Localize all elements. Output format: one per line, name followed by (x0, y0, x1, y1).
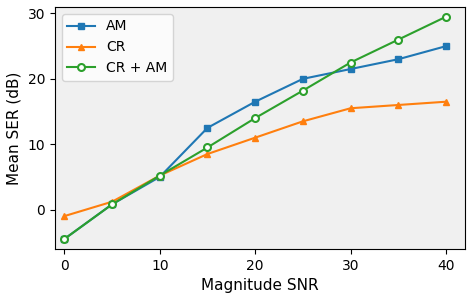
CR + AM (205, 146, 211, 149)
CR (157, 174, 163, 177)
Y-axis label: Mean SER (dB): Mean SER (dB) (7, 71, 22, 184)
Line: CR: CR (61, 98, 449, 220)
CR + AM (300, 89, 306, 92)
AM (109, 202, 115, 206)
CR + AM (157, 174, 163, 177)
CR + AM (443, 15, 449, 19)
AM (348, 67, 354, 71)
CR (205, 152, 211, 156)
AM (443, 44, 449, 48)
CR + AM (61, 237, 67, 241)
CR (396, 103, 401, 107)
CR + AM (109, 202, 115, 206)
AM (300, 77, 306, 81)
AM (205, 126, 211, 130)
CR + AM (396, 38, 401, 41)
Line: AM: AM (61, 43, 449, 242)
CR (109, 200, 115, 203)
CR (253, 136, 258, 140)
CR (443, 100, 449, 103)
AM (253, 100, 258, 103)
CR (300, 119, 306, 123)
CR + AM (253, 116, 258, 120)
CR (348, 106, 354, 110)
Line: CR + AM: CR + AM (61, 13, 449, 242)
Legend: AM, CR, CR + AM: AM, CR, CR + AM (62, 14, 173, 81)
AM (157, 175, 163, 179)
CR (61, 214, 67, 218)
X-axis label: Magnitude SNR: Magnitude SNR (201, 278, 319, 293)
AM (61, 237, 67, 241)
CR + AM (348, 61, 354, 64)
AM (396, 57, 401, 61)
